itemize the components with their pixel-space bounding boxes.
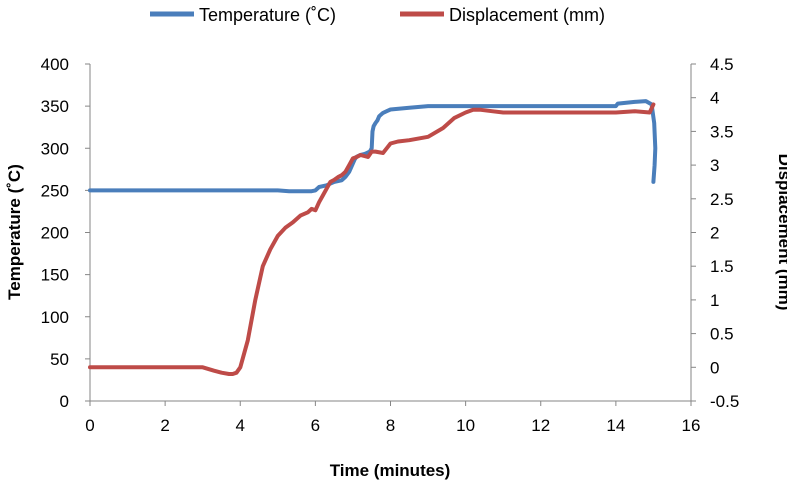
left-y-axis-title: Temperature (˚C) xyxy=(5,164,24,300)
x-tick-label: 2 xyxy=(160,416,169,435)
left-y-tick-label: 0 xyxy=(60,392,69,411)
left-y-tick-label: 300 xyxy=(41,139,69,158)
ticks: 0 2 4 6 8 10 12 14 16050100150200250300350400-0.… xyxy=(41,55,740,435)
right-y-tick-label: 3 xyxy=(710,156,719,175)
x-tick-label: 16 xyxy=(682,416,701,435)
x-axis-title: Time (minutes) xyxy=(330,461,451,480)
displacement-series-line xyxy=(88,102,656,376)
right-y-tick-label: 4 xyxy=(710,89,719,108)
left-y-tick-label: 400 xyxy=(41,55,69,74)
right-y-tick-label: 4.5 xyxy=(710,55,734,74)
left-y-tick-label: 250 xyxy=(41,181,69,200)
left-y-tick-label: 50 xyxy=(50,350,69,369)
x-tick-label: 10 xyxy=(456,416,475,435)
right-y-tick-label: 1 xyxy=(710,291,719,310)
x-tick-label: 8 xyxy=(386,416,395,435)
x-tick-label: 4 xyxy=(236,416,245,435)
right-y-tick-label: 1.5 xyxy=(710,257,734,276)
right-y-axis-title: Displacement (mm) xyxy=(775,154,787,311)
legend-label-temperature: Temperature (˚C) xyxy=(199,5,336,25)
axes xyxy=(89,64,692,402)
right-y-tick-label: 0.5 xyxy=(710,325,734,344)
temperature-series-line xyxy=(88,99,658,194)
series-layer xyxy=(88,99,658,376)
right-y-tick-label: 2 xyxy=(710,224,719,243)
right-y-tick-label: -0.5 xyxy=(710,392,739,411)
right-y-tick-label: 3.5 xyxy=(710,122,734,141)
x-tick-label: 6 xyxy=(311,416,320,435)
left-y-tick-label: 200 xyxy=(41,224,69,243)
legend-label-displacement: Displacement (mm) xyxy=(449,5,605,25)
x-tick-label: 12 xyxy=(531,416,550,435)
right-y-tick-label: 2.5 xyxy=(710,190,734,209)
right-y-tick-label: 0 xyxy=(710,358,719,377)
legend: Temperature (˚C) Displacement (mm) xyxy=(150,5,605,25)
left-y-tick-label: 100 xyxy=(41,308,69,327)
x-tick-label: 14 xyxy=(606,416,625,435)
left-y-tick-label: 350 xyxy=(41,97,69,116)
x-tick-label: 0 xyxy=(85,416,94,435)
left-y-tick-label: 150 xyxy=(41,266,69,285)
